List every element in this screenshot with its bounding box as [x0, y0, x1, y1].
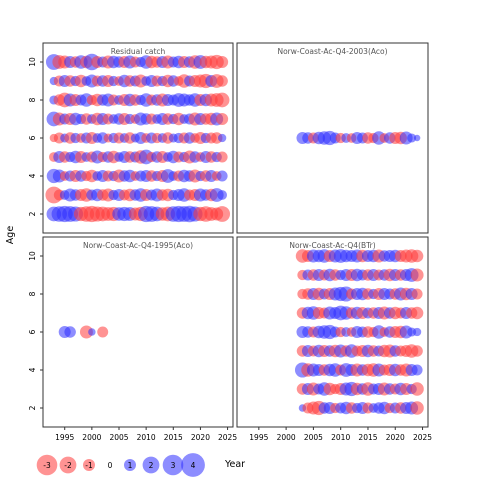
residual-bubble	[216, 113, 229, 125]
legend-label: -2	[64, 461, 72, 470]
y-tick-label: 6	[28, 329, 37, 334]
legend-label: 1	[128, 461, 133, 470]
legend-label: 4	[191, 461, 196, 470]
y-axis-label: Age	[5, 226, 16, 245]
y-tick-label: 8	[28, 291, 37, 296]
y-tick-label: 4	[28, 173, 37, 178]
x-tick-label: 2000	[277, 433, 296, 442]
residual-bubble	[410, 382, 424, 396]
legend-bubble	[83, 459, 95, 471]
residual-bubble	[217, 133, 227, 143]
residual-bubble	[410, 401, 424, 415]
legend-bubble	[124, 459, 136, 471]
legend-label: 2	[149, 461, 154, 470]
panel-title: Norw-Coast-Ac-Q4-2003(Aco)	[277, 47, 387, 56]
residual-bubble	[410, 306, 424, 320]
residual-bubble	[216, 151, 228, 163]
legend-label: -1	[85, 461, 93, 470]
x-tick-label: 2010	[137, 433, 156, 442]
panel-title: Norw-Coast-Ac-Q4(BTr)	[289, 241, 375, 250]
legend-label: 3	[171, 461, 176, 470]
legend: -3 -2 -1 0 1 2 3 4	[36, 453, 205, 477]
y-tick-label: 10	[28, 251, 37, 261]
y-tick-label: 8	[28, 97, 37, 102]
residual-bubble	[216, 170, 228, 182]
residual-bubble	[214, 92, 230, 108]
residual-bubble	[97, 326, 109, 338]
legend-bubble	[162, 454, 184, 476]
y-tick-label: 2	[28, 211, 37, 216]
residual-bubble	[410, 268, 424, 282]
legend-bubble	[181, 453, 205, 477]
x-tick-label: 2015	[358, 433, 377, 442]
x-tick-label: 2005	[109, 433, 128, 442]
legend-label: -3	[43, 461, 51, 470]
residual-bubble	[214, 206, 231, 222]
residual-bubble	[79, 325, 93, 339]
x-tick-label: 2005	[304, 433, 323, 442]
x-tick-label: 2025	[218, 433, 237, 442]
y-tick-label: 6	[28, 135, 37, 140]
x-tick-label: 2020	[191, 433, 210, 442]
panel-2: Norw-Coast-Ac-Q4-2003(Aco)	[236, 42, 429, 234]
legend-bubble	[142, 456, 160, 474]
panel-frame	[236, 42, 429, 234]
y-tick-label: 10	[28, 57, 37, 67]
residual-bubble	[216, 75, 228, 87]
x-tick-label: 2000	[82, 433, 101, 442]
residual-bubble	[411, 364, 423, 376]
panel-3: Norw-Coast-Ac-Q4-1995(Aco)	[42, 236, 234, 428]
legend-bubble	[59, 456, 77, 474]
residual-bubble	[407, 133, 417, 143]
residual-bubble	[411, 288, 423, 300]
residual-bubble	[411, 345, 423, 357]
residual-bubble	[64, 326, 76, 338]
x-tick-label: 2015	[164, 433, 183, 442]
legend-bubble	[36, 454, 58, 476]
x-axis-label: Year	[224, 459, 245, 470]
panel-4: Norw-Coast-Ac-Q4(BTr)	[236, 236, 429, 428]
x-tick-label: 2010	[331, 433, 350, 442]
residual-bubble	[88, 328, 96, 336]
panel-1: Residual catch	[42, 42, 234, 234]
residual-bubble	[410, 249, 424, 263]
panel-title: Residual catch	[111, 47, 166, 56]
residual-bubble	[217, 190, 228, 200]
residual-bubble	[216, 56, 229, 68]
residual-bubble	[413, 134, 421, 142]
y-tick-label: 4	[28, 367, 37, 372]
x-tick-label: 1995	[55, 433, 74, 442]
x-tick-label: 2025	[413, 433, 432, 442]
panel-frame	[236, 236, 429, 428]
panels: Residual catch Norw-Coast-Ac-Q4-2003(Aco)…	[42, 42, 429, 428]
legend-label: 0	[108, 461, 113, 470]
x-tick-label: 2020	[386, 433, 405, 442]
axes: 2 4 6 8 10 2 4 6 8 10 1995 2000 2005 2010 2015 2020 2025…	[28, 57, 432, 442]
residual-bubble	[412, 327, 422, 337]
y-tick-label: 2	[28, 405, 37, 410]
x-tick-label: 1995	[249, 433, 268, 442]
panel-title: Norw-Coast-Ac-Q4-1995(Aco)	[83, 241, 193, 250]
